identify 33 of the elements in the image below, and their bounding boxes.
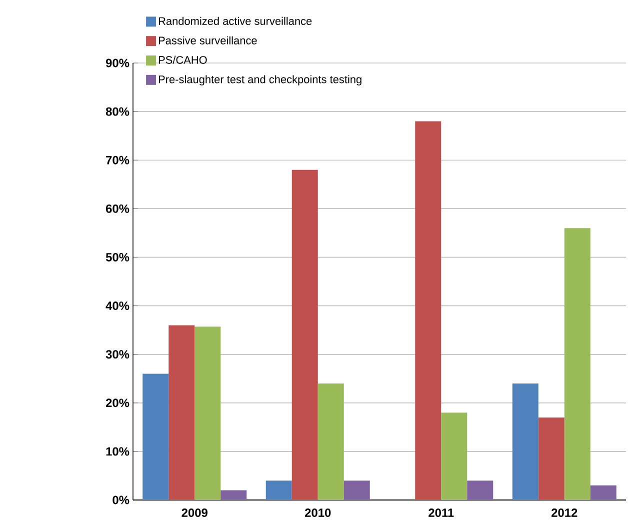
y-tick-label: 80% [106,107,130,116]
bar [142,374,169,500]
bar [590,485,616,500]
y-tick-label: 0% [112,496,130,504]
legend-label: Pre-slaughter test and checkpoints testing [158,75,362,86]
x-tick-label: 2012 [552,508,578,517]
x-tick-label: 2009 [182,508,208,517]
y-tick-label: 90% [106,58,130,68]
bar [318,383,344,500]
legend-label: PS/CAHO [158,56,207,64]
bar [564,228,590,500]
legend-label: Passive surveillance [158,36,257,44]
bar [194,326,221,500]
bar [168,325,195,500]
y-tick-label: 60% [106,204,130,213]
x-tick-label: 2011 [428,508,454,517]
bar [538,417,564,500]
legend-label: Randomized active surveillance [158,16,312,25]
y-tick-label: 30% [106,350,130,359]
bar [344,480,370,500]
bar [467,480,494,500]
y-tick-label: 40% [106,302,130,310]
bar [415,121,442,500]
bar [266,480,292,500]
bar [512,383,538,500]
bar [220,490,247,500]
y-tick-label: 20% [106,398,130,408]
y-tick-label: 10% [106,447,130,456]
x-tick-label: 2010 [305,508,331,517]
bar [441,412,468,500]
y-tick-label: 70% [106,156,130,164]
y-tick-label: 50% [106,252,130,262]
bar [292,170,318,500]
